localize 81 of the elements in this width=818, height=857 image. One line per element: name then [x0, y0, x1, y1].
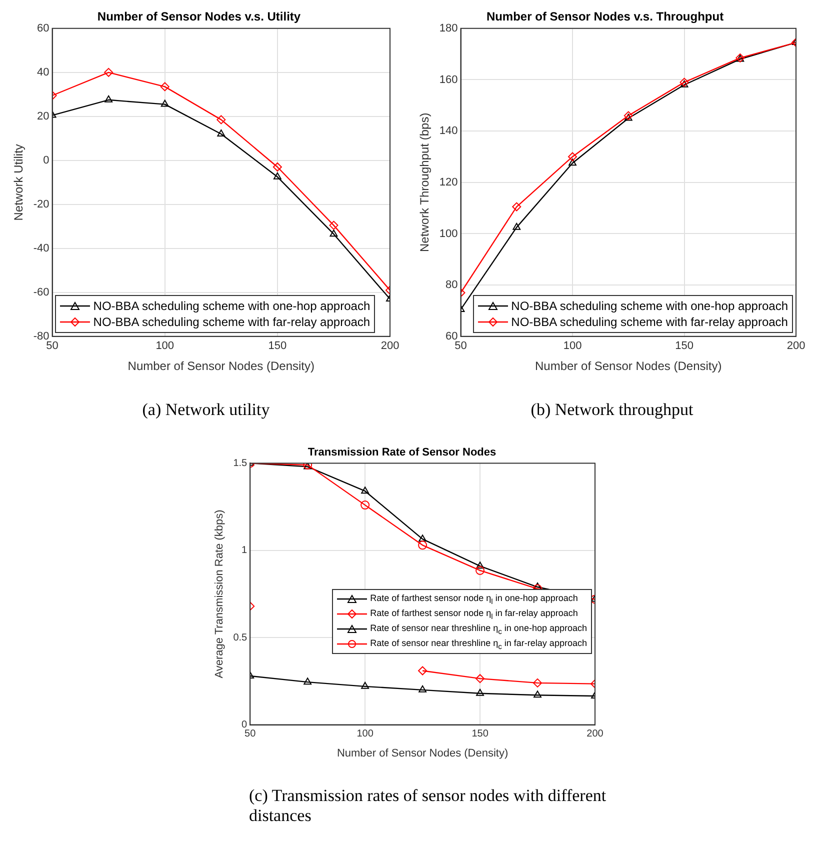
point: [216, 115, 226, 124]
point: [361, 486, 370, 494]
y-tick-label: 140: [439, 125, 458, 138]
x-tick-label: 150: [268, 340, 287, 352]
y-tick-label: 0: [242, 720, 248, 731]
y-tick-label: 160: [439, 74, 458, 86]
y-tick-label: -60: [33, 286, 50, 298]
x-axis-title: Number of Sensor Nodes (Density): [535, 359, 722, 374]
point: [476, 566, 485, 575]
point: [330, 230, 338, 237]
x-tick-label: 100: [356, 728, 374, 740]
point: [418, 666, 428, 676]
y-tick-label: 180: [439, 22, 458, 34]
point: [273, 172, 282, 180]
point: [533, 678, 542, 688]
point: [104, 68, 114, 77]
point: [512, 222, 521, 230]
point: [361, 682, 370, 689]
y-axis-title: Network Throughput (bps): [418, 112, 432, 252]
y-tick-label: 60: [446, 330, 458, 342]
point: [512, 202, 522, 212]
point: [160, 82, 170, 92]
y-tick-label: 20: [37, 110, 50, 122]
legend-label: NO-BBA scheduling scheme with one-hop approach: [93, 298, 370, 314]
legend-label: Rate of sensor near threshline η$_{c}$ in far-relay approach: [370, 636, 587, 652]
chart-title: Number of Sensor Nodes v.s. Utility: [97, 10, 301, 24]
y-tick-label: 120: [439, 176, 458, 188]
y-axis-title: Average Transmission Rate (kbps): [214, 510, 226, 678]
y-tick-label: 40: [37, 66, 50, 78]
chart-title: Number of Sensor Nodes v.s. Throughput: [486, 10, 724, 24]
y-tick-label: -20: [33, 198, 50, 210]
point: [217, 130, 226, 136]
y-tick-label: 1: [242, 545, 248, 556]
y-tick-label: -40: [33, 242, 50, 254]
legend-label: NO-BBA scheduling scheme with one-hop approach: [511, 298, 788, 314]
point: [104, 95, 113, 102]
x-tick-label: 50: [454, 340, 467, 352]
legend-label: NO-BBA scheduling scheme with far-relay approach: [511, 314, 788, 330]
y-tick-label: 100: [439, 228, 458, 240]
point: [360, 500, 370, 510]
x-tick-label: 100: [156, 340, 174, 352]
x-tick-label: 200: [380, 340, 400, 352]
point: [568, 152, 577, 162]
point: [476, 562, 484, 569]
legend-label: Rate of farthest sensor node η$_{l}$ in one-hop approach: [370, 592, 578, 607]
point: [476, 674, 485, 684]
y-axis-title: Network Utility: [12, 144, 26, 221]
y-tick-label: 0.5: [233, 632, 248, 644]
x-axis-title: Number of Sensor Nodes (Density): [336, 747, 508, 760]
x-axis-title: Number of Sensor Nodes (Density): [128, 359, 315, 374]
point: [329, 220, 338, 230]
point: [680, 80, 688, 88]
point: [476, 688, 484, 696]
x-tick-label: 200: [786, 340, 806, 352]
point: [624, 114, 632, 121]
y-tick-label: 1.5: [233, 458, 248, 469]
x-tick-label: 200: [586, 728, 604, 740]
point: [568, 158, 576, 166]
legend-label: Rate of farthest sensor node η$_{l}$ in far-relay approach: [370, 606, 578, 622]
x-tick-label: 150: [675, 340, 694, 352]
y-tick-label: 0: [43, 154, 50, 166]
point: [534, 690, 542, 698]
point: [418, 540, 428, 550]
y-tick-label: 60: [37, 22, 50, 34]
y-tick-label: 80: [446, 279, 458, 292]
point: [418, 685, 427, 692]
x-tick-label: 100: [563, 340, 582, 352]
point: [418, 534, 427, 542]
text: (a) Network utility: [141, 400, 271, 420]
point: [160, 100, 169, 107]
text: (c) Transmission rates of sensor nodes with different distances: [248, 786, 608, 826]
chart-title: Transmission Rate of Sensor Nodes: [308, 446, 496, 459]
point: [304, 678, 312, 685]
y-tick-label: -80: [33, 330, 50, 342]
x-tick-label: 50: [244, 728, 256, 740]
point: [272, 162, 282, 172]
text: (b) Network throughput: [530, 400, 694, 420]
legend-label: Rate of sensor near threshline η$_{c}$ in one-hop approach: [370, 622, 587, 637]
x-tick-label: 50: [46, 340, 58, 352]
x-tick-label: 150: [472, 728, 489, 740]
legend-label: NO-BBA scheduling scheme with far-relay approach: [93, 314, 370, 330]
